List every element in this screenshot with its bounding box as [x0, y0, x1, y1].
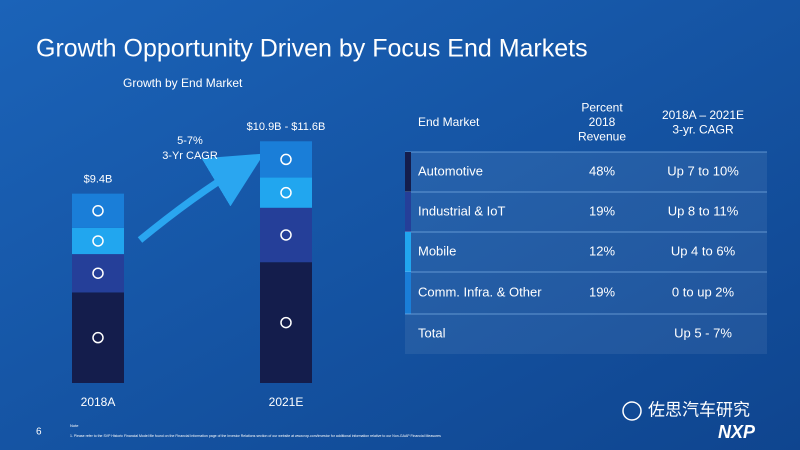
table-header: 2018 [589, 115, 616, 129]
table-row [405, 314, 767, 354]
wechat-icon [622, 401, 642, 421]
table-cell: 48% [589, 163, 615, 178]
table-cell: 12% [589, 243, 615, 258]
bar-segment [260, 262, 312, 383]
table-cell: 0 to up 2% [672, 284, 735, 299]
bar-segment [72, 227, 124, 255]
segment-icon [280, 316, 292, 329]
table-row [405, 272, 767, 314]
table-cell: Total [418, 325, 446, 340]
table-cell: 19% [589, 203, 615, 218]
table-cell: Up 5 - 7% [674, 325, 732, 340]
bar-segment [260, 141, 312, 178]
bar-segment [72, 193, 124, 228]
bar-segment [260, 207, 312, 263]
table-header: Percent [581, 101, 623, 115]
bar-segment [72, 254, 124, 293]
annotation: 3-Yr CAGR [162, 150, 218, 162]
subtitle: Growth by End Market [123, 76, 243, 90]
segment-icon [92, 235, 104, 247]
segment-icon [280, 229, 292, 241]
x-tick-label: 2021E [269, 395, 304, 409]
total-label: $9.4B [84, 174, 113, 186]
segment-icon [280, 153, 292, 166]
footnote: 1. Please refer to the SVP Historic Fina… [70, 434, 441, 438]
row-marker [405, 192, 411, 232]
table-row [405, 192, 767, 232]
watermark: 佐思汽车研究 [648, 400, 750, 419]
logo: NXP [718, 422, 756, 442]
annotation: 5-7% [177, 135, 203, 147]
table-header: Revenue [578, 130, 626, 144]
row-marker [405, 232, 411, 272]
segment-icon [92, 331, 104, 344]
segment-icon [92, 267, 104, 279]
note: Note [70, 423, 79, 428]
segment-icon [280, 186, 292, 199]
table-cell: 19% [589, 284, 615, 299]
table-cell: Mobile [418, 243, 456, 258]
table-cell: Automotive [418, 163, 483, 178]
table-cell: Up 8 to 11% [668, 203, 739, 218]
bar-segment [72, 292, 124, 383]
table-cell: Industrial & IoT [418, 203, 505, 218]
bar-segment [260, 177, 312, 208]
table-cell: Comm. Infra. & Other [418, 284, 542, 299]
table-header: 2018A – 2021E [662, 108, 744, 122]
table-cell: Up 7 to 10% [667, 163, 739, 178]
row-marker [405, 152, 411, 192]
page-number: 6 [36, 427, 42, 438]
title: Growth Opportunity Driven by Focus End M… [36, 35, 588, 63]
total-label: $10.9B - $11.6B [247, 121, 326, 133]
table-row [405, 152, 767, 192]
growth-arrow [137, 153, 265, 243]
table-header: End Market [418, 115, 480, 129]
table-cell: Up 4 to 6% [671, 243, 736, 258]
row-marker [405, 272, 411, 314]
table-header: 3-yr. CAGR [672, 122, 734, 136]
segment-icon [92, 205, 104, 217]
x-tick-label: 2018A [81, 395, 116, 409]
table-row [405, 232, 767, 272]
